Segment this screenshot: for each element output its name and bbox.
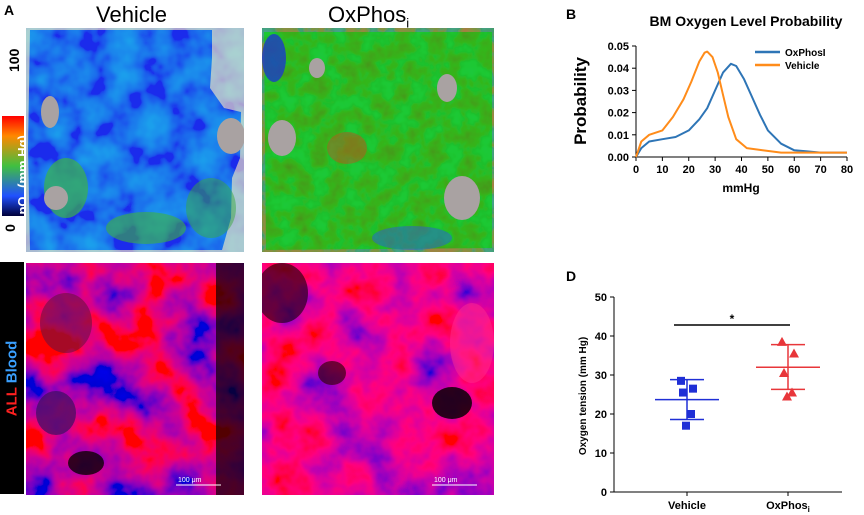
chart-b-x-tick-label: 10 (656, 164, 668, 176)
chart-d-y-tick-label: 20 (595, 409, 607, 421)
chart-b-x-tick-label: 80 (841, 164, 853, 176)
oxphos-microscopy-image: 100 μm (262, 263, 494, 495)
panel-letter-a: A (4, 2, 15, 18)
chart-d-x-tick-label: OxPhosi (766, 500, 810, 514)
chart-d-y-tick-label: 50 (595, 292, 607, 304)
chart-d-point (789, 348, 799, 358)
chart-d-y-tick-label: 40 (595, 331, 607, 343)
chart-d-point (679, 388, 687, 397)
chart-b-y-tick-label: 0.05 (608, 41, 629, 53)
chart-b-x-tick-label: 50 (762, 164, 774, 176)
chart-b-y-tick-label: 0.03 (608, 85, 629, 97)
chart-b-series-line-0 (635, 62, 847, 158)
chart-d-y-tick-label: 10 (595, 448, 607, 460)
chart-b-y-tick-label: 0.02 (608, 108, 629, 120)
panel-a-title-oxphos: OxPhosi (328, 2, 409, 30)
colorbar-min-label: 0 (1, 224, 18, 232)
vehicle-scale-bar-label: 100 μm (178, 477, 202, 484)
chart-d-y-label: Oxygen tension (mm Hg) (578, 337, 589, 455)
colorbar-max-label: 100 (6, 48, 22, 72)
chart-b-x-tick-label: 70 (815, 164, 827, 176)
colorbar-gradient (2, 116, 24, 216)
chart-b-x-tick-label: 60 (788, 164, 800, 176)
vehicle-oxygen-map (26, 28, 244, 252)
chart-b-x-tick-label: 30 (709, 164, 721, 176)
channel-legend-bar (0, 262, 24, 494)
channel-legend: ALL Blood (4, 331, 21, 427)
chart-b-y-tick-label: 0.04 (608, 63, 630, 75)
chart-d-y-tick-label: 30 (595, 370, 607, 382)
chart-b-legend-label: OxPhosI (785, 48, 826, 59)
chart-d-y-tick-label: 0 (601, 487, 607, 499)
chart-d-point (677, 376, 685, 385)
chart-b-legend-label: Vehicle (785, 61, 820, 72)
chart-d-point (689, 384, 697, 393)
chart-d-point (787, 387, 797, 397)
oxygen-tension-chart: 0 10 20 30 40 50 Oxygen tension (mm Hg) Vehicle… (578, 292, 842, 514)
oxphos-title-text: OxPhos (328, 2, 407, 27)
chart-b-x-tick-label: 0 (633, 164, 639, 176)
panel-letter-b: B (566, 6, 577, 22)
channel-label-blood: Blood (3, 340, 21, 384)
chart-b-x-tick-label: 40 (735, 164, 747, 176)
chart-b-y-tick-label: 0.01 (608, 130, 629, 142)
chart-d-point (779, 368, 789, 378)
chart-d-point (682, 421, 690, 430)
chart-b-y-tick-label: 0.00 (608, 152, 629, 164)
chart-d-point (687, 410, 695, 418)
oxygen-probability-chart: BM Oxygen Level Probability 0 10 20 30 40 50 60… (571, 13, 853, 195)
chart-b-y-label: Probability (571, 57, 590, 145)
chart-d-point (782, 391, 792, 401)
panel-letter-d: D (566, 268, 577, 284)
chart-d-x-tick-label: Vehicle (668, 500, 706, 512)
chart-d-point (777, 336, 787, 346)
channel-label-all: ALL (3, 387, 21, 417)
vehicle-microscopy-image: 100 μm (26, 263, 244, 495)
chart-b-x-tick-label: 20 (683, 164, 695, 176)
panel-a-title-vehicle: Vehicle (96, 2, 167, 27)
colorbar: 100 pO2 (mm Hg) 0 (0, 28, 33, 252)
chart-b-series-line-1 (635, 50, 847, 158)
oxphos-title-subscript: i (406, 15, 410, 31)
chart-d-significance-star: * (730, 312, 735, 326)
oxphos-oxygen-map (262, 28, 494, 252)
oxphos-scale-bar-label: 100 μm (434, 477, 458, 484)
chart-d-x-tick-label-subscript: i (808, 505, 810, 514)
chart-b-x-label: mmHg (722, 181, 759, 195)
chart-b-title: BM Oxygen Level Probability (650, 13, 843, 29)
